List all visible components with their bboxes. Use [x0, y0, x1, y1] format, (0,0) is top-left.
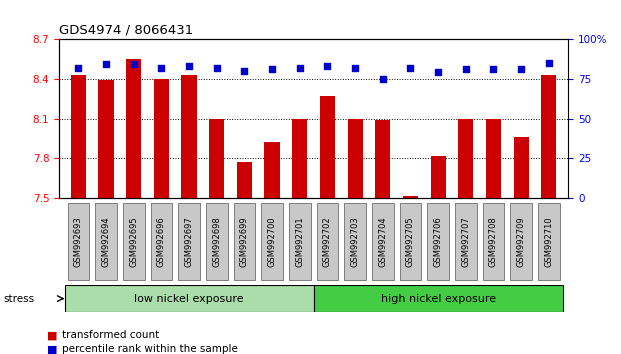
- Text: GSM992703: GSM992703: [351, 216, 360, 267]
- Point: [295, 65, 305, 70]
- Point: [378, 76, 388, 82]
- Point: [184, 63, 194, 69]
- FancyBboxPatch shape: [538, 204, 560, 280]
- Text: GSM992694: GSM992694: [102, 216, 111, 267]
- Text: low nickel exposure: low nickel exposure: [134, 293, 244, 304]
- Point: [489, 67, 499, 72]
- Text: ■: ■: [47, 344, 57, 354]
- Bar: [154, 79, 169, 198]
- FancyBboxPatch shape: [95, 204, 117, 280]
- FancyBboxPatch shape: [151, 204, 172, 280]
- FancyBboxPatch shape: [372, 204, 394, 280]
- Point: [406, 65, 415, 70]
- Bar: [265, 143, 279, 198]
- FancyBboxPatch shape: [455, 204, 476, 280]
- FancyBboxPatch shape: [510, 204, 532, 280]
- Text: GDS4974 / 8066431: GDS4974 / 8066431: [59, 23, 193, 36]
- Text: GSM992698: GSM992698: [212, 216, 221, 267]
- Point: [516, 67, 526, 72]
- Text: GSM992709: GSM992709: [517, 216, 525, 267]
- Bar: [292, 119, 307, 198]
- Text: GSM992700: GSM992700: [268, 216, 276, 267]
- FancyBboxPatch shape: [344, 204, 366, 280]
- Text: GSM992696: GSM992696: [157, 216, 166, 267]
- Text: stress: stress: [3, 293, 34, 304]
- Point: [461, 67, 471, 72]
- Point: [212, 65, 222, 70]
- Point: [544, 60, 554, 66]
- Bar: [99, 80, 114, 198]
- FancyBboxPatch shape: [317, 204, 338, 280]
- Bar: [375, 120, 391, 198]
- Text: GSM992705: GSM992705: [406, 216, 415, 267]
- Point: [156, 65, 166, 70]
- Text: high nickel exposure: high nickel exposure: [381, 293, 496, 304]
- Bar: [458, 119, 473, 198]
- Bar: [237, 162, 252, 198]
- Bar: [209, 119, 224, 198]
- Bar: [403, 196, 418, 198]
- Text: GSM992710: GSM992710: [545, 216, 553, 267]
- Text: GSM992699: GSM992699: [240, 216, 249, 267]
- Text: GSM992707: GSM992707: [461, 216, 470, 267]
- Text: GSM992708: GSM992708: [489, 216, 498, 267]
- FancyBboxPatch shape: [68, 204, 89, 280]
- Point: [73, 65, 83, 70]
- Bar: [486, 119, 501, 198]
- Point: [350, 65, 360, 70]
- Text: GSM992706: GSM992706: [433, 216, 443, 267]
- Text: GSM992704: GSM992704: [378, 216, 388, 267]
- FancyBboxPatch shape: [206, 204, 227, 280]
- Text: GSM992701: GSM992701: [295, 216, 304, 267]
- Bar: [514, 137, 528, 198]
- Bar: [542, 75, 556, 198]
- FancyBboxPatch shape: [123, 204, 145, 280]
- Bar: [126, 59, 142, 198]
- Text: percentile rank within the sample: percentile rank within the sample: [62, 344, 238, 354]
- FancyBboxPatch shape: [427, 204, 449, 280]
- FancyBboxPatch shape: [289, 204, 310, 280]
- FancyBboxPatch shape: [400, 204, 421, 280]
- FancyBboxPatch shape: [178, 204, 200, 280]
- FancyBboxPatch shape: [233, 204, 255, 280]
- Point: [101, 62, 111, 67]
- Text: ■: ■: [47, 330, 57, 340]
- Text: transformed count: transformed count: [62, 330, 160, 340]
- Point: [433, 70, 443, 75]
- Point: [129, 62, 138, 67]
- FancyBboxPatch shape: [314, 285, 563, 312]
- Point: [267, 67, 277, 72]
- Bar: [320, 96, 335, 198]
- Text: GSM992695: GSM992695: [129, 216, 138, 267]
- Point: [322, 63, 332, 69]
- Bar: [181, 75, 197, 198]
- FancyBboxPatch shape: [483, 204, 504, 280]
- Bar: [348, 119, 363, 198]
- Text: GSM992702: GSM992702: [323, 216, 332, 267]
- Bar: [430, 156, 446, 198]
- Text: GSM992693: GSM992693: [74, 216, 83, 267]
- Text: GSM992697: GSM992697: [184, 216, 194, 267]
- Bar: [71, 75, 86, 198]
- FancyBboxPatch shape: [261, 204, 283, 280]
- FancyBboxPatch shape: [65, 285, 314, 312]
- Point: [240, 68, 250, 74]
